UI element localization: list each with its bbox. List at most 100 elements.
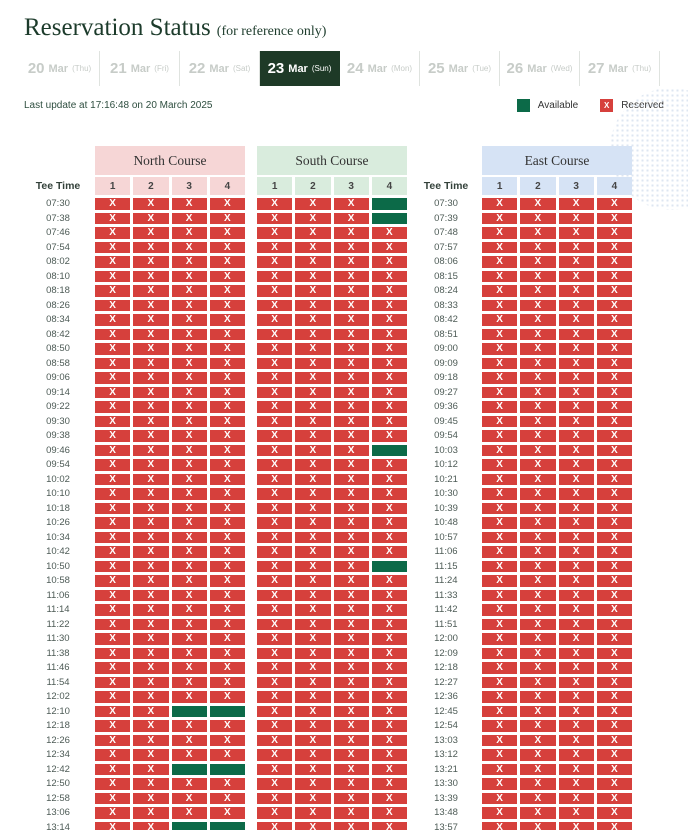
slot-reserved-cell: X [171,488,207,500]
slot-reserved-cell: X [596,691,632,703]
spacer [24,146,92,177]
slot-reserved-cell: X [482,618,518,630]
slot-reserved-cell: X [558,444,594,456]
slot-reserved-cell: X [333,647,369,659]
slot-reserved-cell: X [295,401,331,413]
slot-reserved-cell: X [333,531,369,543]
date-tab-20-mar[interactable]: 20 Mar (Thu) [20,51,100,86]
slot-reserved-cell: X [333,285,369,297]
tab-day: 21 [110,60,127,77]
slot-reserved-cell: X [209,270,245,282]
slot-reserved-cell: X [520,807,556,819]
slot-reserved-cell: X [333,444,369,456]
slot-reserved-cell: X [295,198,331,210]
slot-reserved-cell: X [209,256,245,268]
slot-reserved-cell: X [520,256,556,268]
slot-reserved-cell: X [295,270,331,282]
player-column-header: 4 [209,177,245,195]
tab-month: Mar [288,62,308,75]
slot-reserved-cell: X [596,517,632,529]
info-row: Last update at 17:16:48 on 20 March 2025… [24,98,664,112]
slot-reserved-cell: X [520,517,556,529]
slot-reserved-cell: X [596,227,632,239]
slot-reserved-cell: X [133,401,169,413]
slot-reserved-cell: X [171,270,207,282]
slot-reserved-cell: X [257,778,293,790]
date-tab-21-mar[interactable]: 21 Mar (Fri) [100,51,180,86]
tee-time-label: 12:02 [46,691,70,703]
slot-reserved-cell: X [95,227,131,239]
tab-day: 20 [27,60,45,77]
slot-reserved-cell: X [209,575,245,587]
tee-time-label: 10:39 [434,502,458,514]
slot-reserved-cell: X [171,647,207,659]
slot-reserved-cell: X [209,198,245,210]
slot-reserved-cell: X [95,792,131,804]
slot-reserved-cell: X [333,198,369,210]
date-tab-27-mar[interactable]: 27 Mar (Thu) [580,51,660,86]
slot-reserved-cell: X [133,531,169,543]
slot-reserved-cell: X [520,792,556,804]
player-column-header: 2 [520,177,556,195]
slot-reserved-cell: X [209,560,245,572]
slot-reserved-cell: X [333,502,369,514]
tab-month: Mar [448,62,469,75]
slot-reserved-cell: X [333,299,369,311]
slot-reserved-cell: X [295,763,331,775]
tee-time-label: 08:50 [46,343,70,355]
slot-reserved-cell: X [95,618,131,630]
player-column-header: 1 [257,177,293,195]
slot-reserved-cell: X [95,749,131,761]
date-tab-22-mar[interactable]: 22 Mar (Sat) [180,51,260,86]
slot-reserved-cell: X [95,662,131,674]
slot-reserved-cell: X [171,531,207,543]
tab-month: Mar [527,62,547,75]
slot-reserved-cell: X [482,343,518,355]
date-tab-24-mar[interactable]: 24 Mar (Mon) [340,51,420,86]
date-tab-26-mar[interactable]: 26 Mar (Wed) [500,51,580,86]
slot-reserved-cell: X [133,488,169,500]
slot-reserved-cell: X [558,589,594,601]
slot-reserved-cell: X [133,720,169,732]
slot-reserved-cell: X [133,821,169,830]
tee-time-label: 12:58 [46,792,70,804]
slot-reserved-cell: X [558,734,594,746]
slot-reserved-cell: X [333,560,369,572]
slot-reserved-cell: X [482,372,518,384]
slot-reserved-cell: X [209,401,245,413]
slot-reserved-cell: X [596,633,632,645]
slot-reserved-cell: X [257,212,293,224]
slot-reserved-cell: X [482,502,518,514]
slot-reserved-cell: X [596,705,632,717]
slot-reserved-cell: X [95,270,131,282]
slot-reserved-cell: X [171,227,207,239]
slot-reserved-cell: X [596,212,632,224]
tee-time-label: 10:18 [46,502,70,514]
slot-reserved-cell: X [171,633,207,645]
slot-available-cell [371,444,407,456]
tee-time-label: 10:26 [46,517,70,529]
slot-reserved-cell: X [482,807,518,819]
slot-reserved-cell: X [520,285,556,297]
tab-weekday: (Sat) [232,64,251,73]
left-tee-time-column: Tee Time 07:30 07:38 07:46 07:54 08:02 08:10 08… [24,146,92,830]
tee-time-label: 12:50 [46,778,70,790]
date-tab-25-mar[interactable]: 25 Mar (Tue) [420,51,500,86]
tee-time-label: 12:42 [46,763,70,775]
slot-reserved-cell: X [371,270,407,282]
date-tab-23-mar[interactable]: 23 Mar (Sun) [260,51,340,86]
slot-reserved-cell: X [371,807,407,819]
reserved-swatch-icon: X [600,98,614,112]
slot-reserved-cell: X [596,792,632,804]
slot-reserved-cell: X [171,401,207,413]
slot-reserved-cell: X [558,517,594,529]
slot-reserved-cell: X [333,792,369,804]
slot-reserved-cell: X [333,749,369,761]
north-course-table: North Course 1 2 3 4 X X X X X X X X X X X X X X X X X X X X X X X X… [95,146,245,830]
slot-reserved-cell: X [371,792,407,804]
slot-reserved-cell: X [558,372,594,384]
slot-reserved-cell: X [520,401,556,413]
slot-reserved-cell: X [295,647,331,659]
